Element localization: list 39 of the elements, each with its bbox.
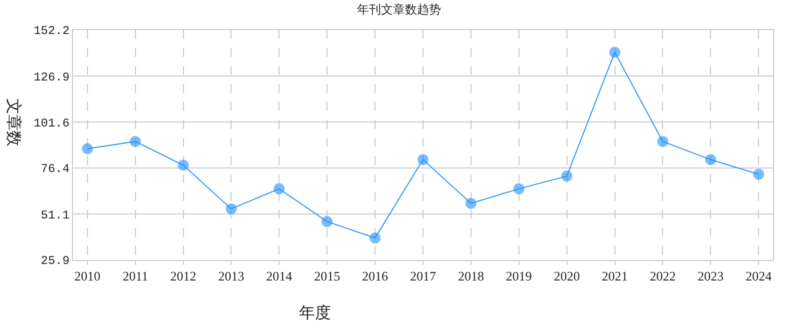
- chart-title: 年刊文章数趋势: [357, 2, 441, 16]
- point: [418, 154, 428, 166]
- x-tick-label: 2017: [410, 268, 436, 284]
- point: [753, 168, 764, 180]
- y-tick-label: 25.9: [40, 254, 70, 268]
- point: [609, 46, 620, 58]
- point: [226, 203, 237, 214]
- x-tick-label: 2016: [362, 268, 389, 284]
- point: [513, 183, 524, 194]
- y-tick-label: 76.4: [40, 162, 70, 176]
- point: [561, 170, 572, 182]
- point: [130, 136, 141, 147]
- point: [274, 183, 285, 194]
- point: [705, 154, 716, 166]
- y-tick-label: 101.6: [34, 116, 70, 130]
- x-tick-label: 2019: [506, 268, 532, 284]
- y-tick-label: 126.9: [34, 70, 70, 84]
- x-tick-label: 2024: [746, 268, 772, 284]
- x-tick-label: 2013: [218, 268, 244, 284]
- x-tick-label: 2018: [458, 268, 484, 284]
- y-tick-label: 51.1: [40, 208, 70, 222]
- point: [465, 198, 476, 209]
- point: [322, 216, 333, 228]
- x-tick-label: 2015: [314, 268, 340, 284]
- x-axis-title: 年度: [299, 303, 331, 322]
- x-tick-label: 2020: [554, 268, 580, 284]
- x-tick-label: 2012: [170, 268, 196, 284]
- point: [178, 160, 189, 171]
- x-tick-label: 2023: [698, 268, 724, 284]
- point: [370, 232, 381, 244]
- y-tick-label: 152.2: [34, 24, 70, 38]
- x-tick-label: 2014: [266, 268, 293, 284]
- x-tick-label: 2022: [650, 268, 676, 284]
- x-tick-label: 2021: [602, 268, 628, 284]
- x-tick-label: 2010: [74, 268, 100, 284]
- point: [657, 136, 668, 147]
- x-tick-label: 2011: [122, 268, 148, 284]
- point: [82, 143, 93, 154]
- y-axis-title: 文章数: [4, 98, 24, 146]
